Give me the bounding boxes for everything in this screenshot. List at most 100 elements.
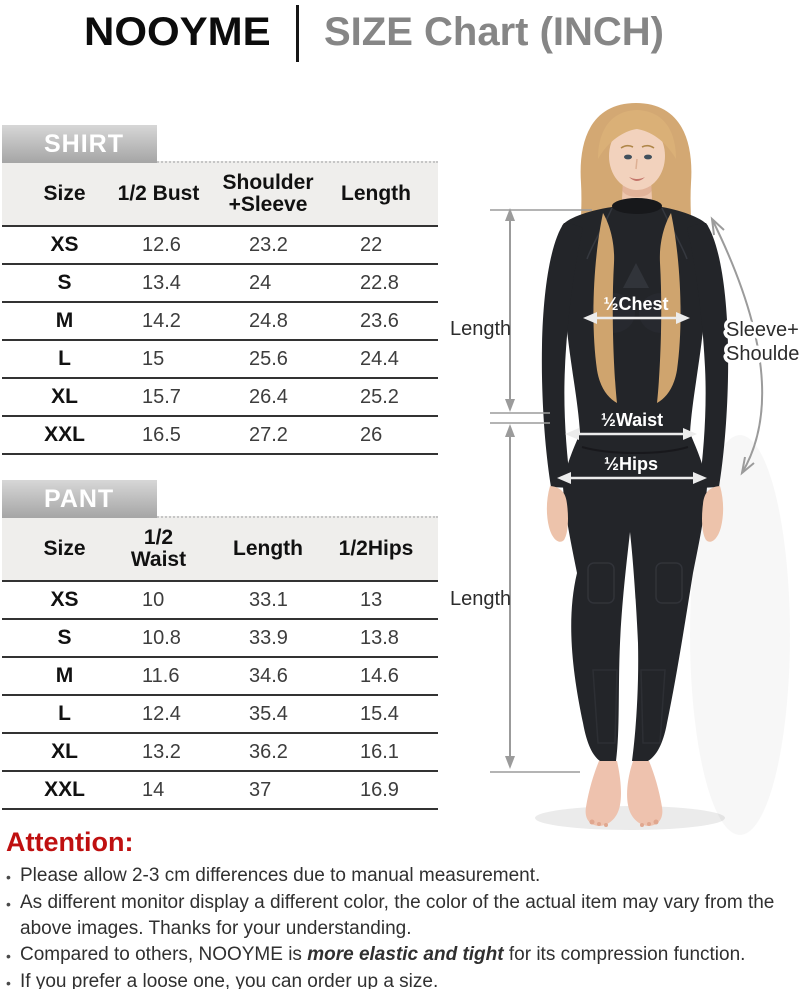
value-cell: 26.4 bbox=[249, 385, 288, 408]
arrowhead bbox=[683, 428, 697, 440]
value-cell: 13.2 bbox=[142, 740, 181, 763]
column-header: Length bbox=[341, 182, 411, 205]
attention-list: • Please allow 2-3 cm differences due to… bbox=[6, 863, 794, 989]
value-cell: 15.7 bbox=[142, 385, 181, 408]
note-emphasis: more elastic and tight bbox=[307, 944, 504, 965]
hips-label: ½Hips bbox=[604, 454, 658, 474]
size-cell: XXL bbox=[44, 778, 85, 801]
value-cell: 24.8 bbox=[249, 309, 288, 332]
table-row: XS 10 33.1 13 bbox=[2, 582, 438, 620]
size-cell: XL bbox=[51, 385, 78, 408]
note-prefix: Compared to others, NOOYME is bbox=[20, 944, 308, 965]
floor-shadow bbox=[535, 806, 725, 830]
value-cell: 34.6 bbox=[249, 664, 288, 687]
chest-label: ½Chest bbox=[603, 294, 668, 314]
value-cell: 24.4 bbox=[360, 347, 399, 370]
list-item: • Please allow 2-3 cm differences due to… bbox=[6, 863, 794, 890]
shirt-tab: SHIRT bbox=[2, 125, 157, 163]
value-cell: 25.2 bbox=[360, 385, 399, 408]
size-cell: XL bbox=[51, 740, 78, 763]
size-cell: XXL bbox=[44, 423, 85, 446]
value-cell: 23.6 bbox=[360, 309, 399, 332]
value-cell: 13.4 bbox=[142, 271, 181, 294]
collar bbox=[612, 198, 662, 214]
value-cell: 14.2 bbox=[142, 309, 181, 332]
column-header: 1/2Hips bbox=[338, 537, 414, 560]
size-cell: XS bbox=[50, 588, 79, 611]
size-cell: S bbox=[57, 271, 72, 294]
arrowhead bbox=[505, 756, 515, 769]
table-row: XXL 16.5 27.2 26 bbox=[2, 417, 438, 455]
model-figure: Length Length Sleeve+ Shoulder ½Chest ½W… bbox=[440, 95, 800, 835]
arrowhead bbox=[676, 312, 690, 324]
size-cell: M bbox=[55, 664, 74, 687]
column-header: Size bbox=[43, 182, 86, 205]
arrowhead bbox=[505, 208, 515, 221]
raglan-seam-left bbox=[586, 207, 613, 260]
value-cell: 23.2 bbox=[249, 233, 288, 256]
value-cell: 16.1 bbox=[360, 740, 399, 763]
model-foot-right bbox=[627, 761, 663, 826]
value-cell: 27.2 bbox=[249, 423, 288, 446]
model-arm-right bbox=[687, 223, 729, 488]
calf-panel-right bbox=[640, 669, 666, 744]
list-item: • Compared to others, NOOYME is more ela… bbox=[6, 942, 794, 969]
column-header: Size bbox=[43, 537, 86, 560]
arrowhead bbox=[710, 216, 725, 236]
value-cell: 24 bbox=[249, 271, 272, 294]
sleeve-shoulder-label-line2: Shoulder bbox=[726, 343, 800, 365]
bullet-icon: • bbox=[6, 975, 11, 989]
attention-note: As different monitor display a different… bbox=[20, 892, 775, 939]
table-row: S 10.8 33.9 13.8 bbox=[2, 620, 438, 658]
model-face bbox=[609, 122, 665, 190]
model-hand-right bbox=[702, 486, 724, 542]
value-cell: 16.5 bbox=[142, 423, 181, 446]
value-cell: 33.1 bbox=[249, 588, 288, 611]
value-cell: 14.6 bbox=[360, 664, 399, 687]
attention-note: If you prefer a loose one, you can order… bbox=[20, 971, 439, 989]
value-cell: 13 bbox=[360, 588, 383, 611]
value-cell: 12.6 bbox=[142, 233, 181, 256]
toe bbox=[597, 822, 601, 826]
model-arm-left bbox=[541, 223, 583, 488]
pant-length-label: Length bbox=[450, 588, 511, 610]
shirt-size-table: SHIRT Size 1/2 Bust Shoulder +Sleeve Len… bbox=[2, 125, 438, 455]
value-cell: 36.2 bbox=[249, 740, 288, 763]
attention-note: Please allow 2-3 cm differences due to m… bbox=[20, 865, 541, 886]
table-row: XL 15.7 26.4 25.2 bbox=[2, 379, 438, 417]
table-row: XXL 14 37 16.9 bbox=[2, 772, 438, 810]
arrowhead bbox=[505, 424, 515, 437]
model-foot-left bbox=[585, 761, 621, 826]
table-row: XS 12.6 23.2 22 bbox=[2, 227, 438, 265]
shirt-table-header: Size 1/2 Bust Shoulder +Sleeve Length bbox=[2, 161, 438, 227]
toe bbox=[589, 819, 595, 825]
header-divider bbox=[296, 5, 299, 62]
table-row: M 14.2 24.8 23.6 bbox=[2, 303, 438, 341]
arrowhead bbox=[565, 428, 579, 440]
table-row: L 15 25.6 24.4 bbox=[2, 341, 438, 379]
value-cell: 14 bbox=[142, 778, 165, 801]
toe bbox=[640, 823, 644, 827]
attention-section: Attention: • Please allow 2-3 cm differe… bbox=[6, 827, 794, 989]
toe bbox=[604, 823, 608, 827]
column-header: Length bbox=[233, 537, 303, 560]
value-cell: 10.8 bbox=[142, 626, 181, 649]
value-cell: 16.9 bbox=[360, 778, 399, 801]
sleeve-shoulder-label-line1: Sleeve+ bbox=[726, 319, 799, 341]
calf-panel-left bbox=[592, 669, 618, 744]
bullet-icon: • bbox=[6, 948, 11, 964]
table-row: S 13.4 24 22.8 bbox=[2, 265, 438, 303]
length-annotations bbox=[490, 209, 592, 773]
attention-note: Compared to others, NOOYME is more elast… bbox=[20, 942, 745, 969]
table-row: L 12.4 35.4 15.4 bbox=[2, 696, 438, 734]
size-cell: L bbox=[58, 347, 71, 370]
nose bbox=[635, 158, 638, 170]
chest-emblem bbox=[623, 263, 649, 288]
model-figure-svg: Length Length Sleeve+ Shoulder ½Chest ½W… bbox=[450, 103, 800, 830]
model-hair-front bbox=[598, 110, 676, 159]
toe bbox=[653, 819, 659, 825]
page-title: SIZE Chart (INCH) bbox=[324, 10, 664, 54]
value-cell: 25.6 bbox=[249, 347, 288, 370]
column-header: 1/2 Waist bbox=[130, 526, 187, 571]
